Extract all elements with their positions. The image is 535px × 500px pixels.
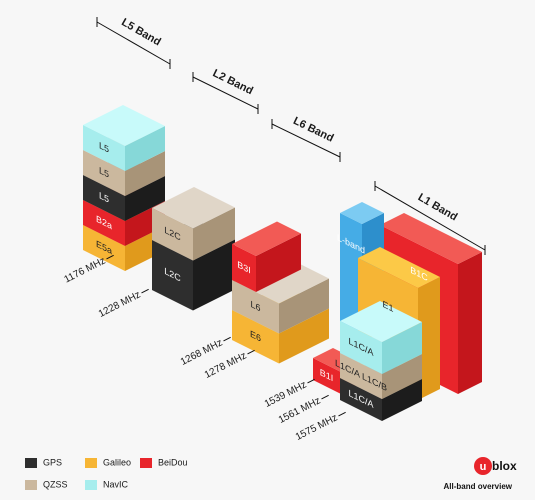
legend-swatch — [25, 458, 37, 468]
block-label: E1 — [382, 299, 393, 315]
block-label: L5 — [99, 165, 109, 180]
block-side — [125, 176, 165, 221]
block-side — [193, 207, 235, 261]
frequency-label: 1176 MHz — [63, 255, 108, 285]
block-front — [83, 225, 125, 271]
frequency-leader — [307, 378, 315, 384]
block-side — [382, 354, 422, 399]
block-side — [279, 308, 329, 364]
block-side — [458, 252, 482, 394]
block-side — [125, 126, 165, 171]
caption: All-band overview — [444, 482, 513, 491]
block-top — [340, 202, 384, 224]
block-top — [152, 187, 235, 229]
block-side — [418, 277, 440, 400]
frequency-label: 1228 MHz — [97, 289, 143, 319]
frequency-leader — [223, 336, 231, 342]
block-top — [232, 221, 301, 256]
frequency-leader — [338, 411, 346, 417]
block-front — [232, 310, 279, 364]
block-front — [83, 200, 125, 246]
block-front — [83, 175, 125, 221]
legend-swatch — [140, 458, 152, 468]
band-label: L6 Band — [291, 115, 335, 145]
legend-label: QZSS — [43, 479, 68, 489]
blocks — [83, 105, 482, 421]
block-front — [340, 353, 382, 399]
band-label: L5 Band — [119, 16, 163, 48]
legend-label: BeiDou — [158, 457, 188, 467]
legend-label: NavIC — [103, 479, 129, 489]
block-top — [340, 301, 422, 342]
frequency-label: 1278 MHz — [203, 350, 249, 380]
frequency: 1228 MHz — [97, 288, 149, 320]
legend-swatch — [85, 480, 97, 490]
block-side — [382, 322, 422, 374]
block-top — [83, 105, 165, 146]
block-front — [313, 358, 340, 394]
block-front — [340, 378, 382, 421]
frequency-label: 1575 MHz — [294, 412, 340, 442]
logo-mark: u — [480, 461, 487, 473]
band-bracket — [96, 21, 171, 65]
block-front — [340, 321, 382, 374]
frequency-leader — [321, 394, 329, 400]
frequency-leader — [106, 254, 114, 260]
legend-swatch — [85, 458, 97, 468]
block-front — [83, 125, 125, 171]
block-side — [193, 239, 235, 311]
legend-label: Galileo — [103, 457, 131, 467]
block-label: E6 — [250, 329, 261, 345]
block-side — [125, 151, 165, 196]
block-side — [279, 278, 329, 334]
logo-text: blox — [492, 459, 517, 473]
frequency-leader — [141, 288, 149, 294]
band-bracket — [374, 185, 486, 251]
block-top — [380, 213, 482, 264]
logo-mark-bg — [474, 457, 492, 475]
band-label: L1 Band — [416, 191, 460, 223]
block-side — [256, 233, 301, 292]
band-bracket — [271, 123, 341, 158]
block-front — [152, 240, 193, 311]
block-front — [232, 244, 256, 292]
legend-label: GPS — [43, 457, 62, 467]
block-label: L5 — [99, 190, 109, 205]
band-bracket — [192, 76, 259, 110]
block-side — [382, 379, 422, 421]
block-label: L5 — [99, 140, 109, 155]
frequency-leader — [247, 349, 255, 355]
block-front — [83, 150, 125, 196]
block-front — [232, 280, 279, 334]
block-front — [152, 208, 193, 261]
block-top — [358, 247, 440, 288]
band-label: L2 Band — [211, 67, 255, 97]
legend-swatch — [25, 480, 37, 490]
block-label: L6 — [250, 299, 260, 314]
